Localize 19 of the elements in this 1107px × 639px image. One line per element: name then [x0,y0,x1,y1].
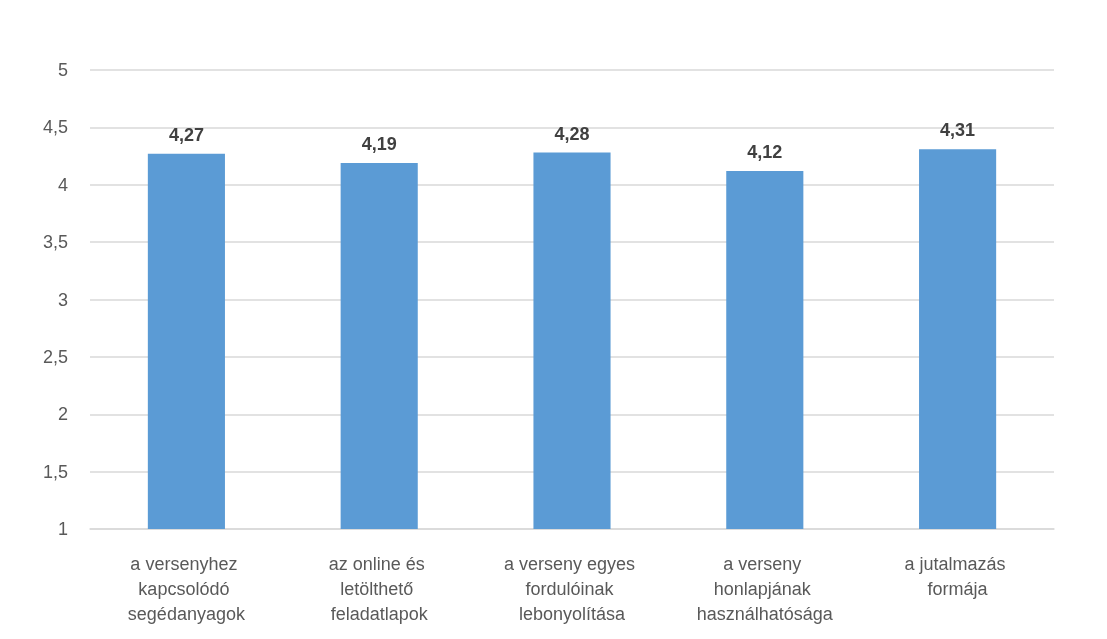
y-tick-label: 1,5 [42,461,68,482]
x-tick-label: a verseny egyes fordulóinak lebonyolítása [503,553,641,624]
data-label: 4,31 [940,120,976,141]
y-tick-label: 2,5 [42,346,68,367]
data-label: 4,27 [168,124,204,145]
x-tick-label: a jutalmazás formája [904,553,1011,599]
x-tick-label: az online és letölthető feladatlapok [328,553,430,624]
y-tick-label: 4 [57,174,68,195]
y-tick-label: 5 [57,60,68,80]
y-tick-label: 2 [57,404,68,425]
y-tick-label: 3,5 [42,232,68,253]
data-label: 4,19 [361,133,397,154]
x-tick-label: a verseny honlapjának használhatósága [696,553,834,624]
x-tick-label: a versenyhez kapcsolódó segédanyagok [127,553,246,624]
y-tick-label: 3 [57,289,68,310]
y-tick-label: 4,5 [42,117,68,138]
data-label: 4,12 [747,141,783,162]
y-tick-label: 1 [57,519,68,539]
data-label: 4,28 [554,123,590,144]
